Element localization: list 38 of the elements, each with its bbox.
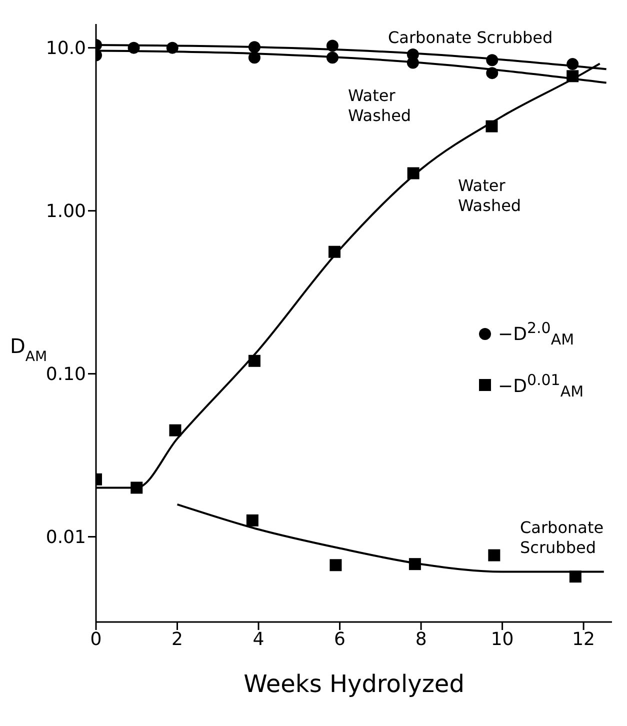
annotation: Carbonate Scrubbed [520,518,605,558]
point [248,354,260,367]
point [128,42,140,54]
y-tick-label: 0.01 [46,527,86,548]
x-tick-label: 10 [490,628,514,650]
point [486,67,498,80]
x-tick-label: 6 [334,628,346,650]
point [566,58,579,70]
point [248,41,260,54]
point [166,42,178,54]
point [566,70,579,82]
point [328,246,340,258]
point [486,54,498,66]
point [408,558,421,570]
point [169,424,182,436]
point [407,167,420,180]
y-tick-label: 0.10 [46,364,86,386]
annotation: Water Washed [348,86,412,126]
x-axis-title: Weeks Hydrolyzed [244,670,464,698]
x-tick-label: 12 [572,628,596,650]
point [488,549,500,562]
x-tick-label: 4 [252,628,264,650]
point [326,40,338,52]
x-tick-label: 2 [172,628,183,650]
x-tick-label: 8 [415,628,427,650]
point [330,559,342,572]
point [130,482,143,494]
point [486,120,498,132]
y-axis-title: D$_{AM}$ [10,334,48,365]
annotation: Carbonate Scrubbed [388,28,553,48]
y-tick-label: 1.00 [46,201,86,222]
y-tick-label: 10.0 [46,38,86,60]
point [248,52,260,64]
point [326,52,338,64]
x-tick-label: 0 [90,628,102,650]
point [569,570,582,583]
point [246,514,258,526]
annotation: Water Washed [458,176,522,216]
